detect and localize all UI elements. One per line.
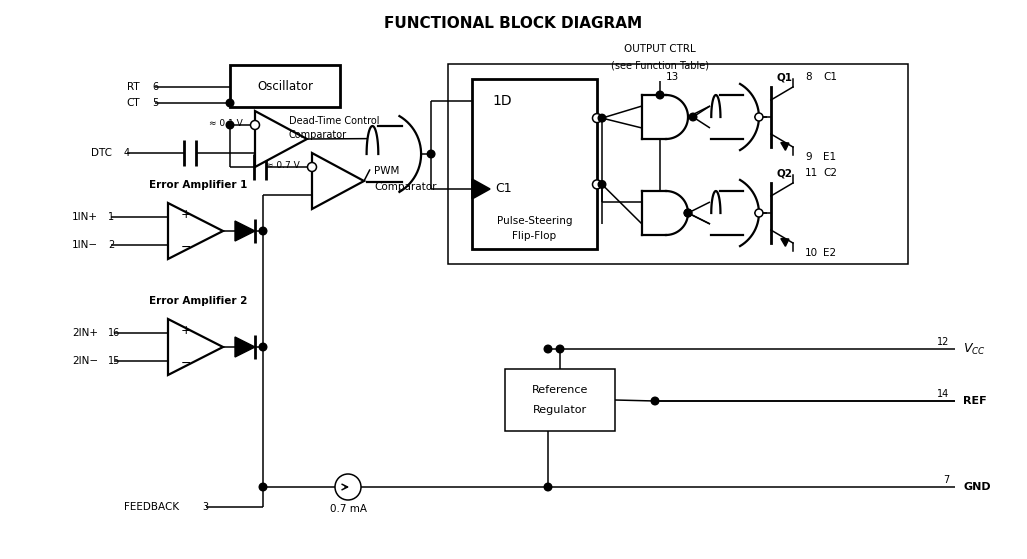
- Text: Q2: Q2: [777, 168, 793, 178]
- Polygon shape: [712, 95, 721, 117]
- Text: +: +: [181, 325, 191, 338]
- Circle shape: [656, 91, 663, 99]
- Circle shape: [335, 474, 362, 500]
- Text: FUNCTIONAL BLOCK DIAGRAM: FUNCTIONAL BLOCK DIAGRAM: [384, 17, 642, 31]
- Text: 14: 14: [937, 389, 949, 399]
- Text: ≈ 0.1 V: ≈ 0.1 V: [210, 119, 243, 128]
- Polygon shape: [781, 239, 789, 247]
- Text: −: −: [181, 240, 191, 253]
- Circle shape: [259, 227, 267, 235]
- Text: PWM: PWM: [374, 166, 400, 176]
- Text: Error Amplifier 2: Error Amplifier 2: [149, 296, 248, 306]
- Circle shape: [593, 113, 602, 122]
- Text: Pulse-Steering: Pulse-Steering: [497, 216, 572, 226]
- Text: Reference: Reference: [532, 385, 588, 395]
- Circle shape: [689, 113, 696, 121]
- Text: 5: 5: [152, 98, 158, 108]
- Text: 16: 16: [108, 328, 120, 338]
- Text: Flip-Flop: Flip-Flop: [512, 231, 557, 241]
- Polygon shape: [312, 153, 364, 209]
- Text: 8: 8: [805, 72, 811, 82]
- Text: REF: REF: [963, 396, 987, 406]
- Text: 2: 2: [108, 240, 114, 250]
- Text: C2: C2: [823, 168, 837, 178]
- FancyBboxPatch shape: [230, 65, 340, 107]
- Text: C1: C1: [496, 182, 512, 196]
- Text: 7: 7: [943, 475, 949, 485]
- Text: 11: 11: [805, 168, 819, 178]
- Text: Oscillator: Oscillator: [257, 79, 313, 92]
- Circle shape: [226, 121, 234, 129]
- Text: $V_{CC}$: $V_{CC}$: [963, 342, 986, 357]
- Polygon shape: [712, 191, 721, 213]
- Text: Regulator: Regulator: [533, 405, 587, 415]
- Circle shape: [544, 345, 551, 353]
- Text: 6: 6: [152, 82, 158, 92]
- Text: 4: 4: [124, 148, 130, 158]
- Text: Q1: Q1: [777, 72, 793, 82]
- Text: 2IN+: 2IN+: [72, 328, 98, 338]
- Polygon shape: [235, 221, 255, 241]
- Polygon shape: [367, 126, 378, 154]
- Circle shape: [544, 483, 551, 491]
- Polygon shape: [255, 111, 307, 167]
- Text: E1: E1: [823, 152, 836, 162]
- Text: CT: CT: [126, 98, 140, 108]
- Circle shape: [755, 209, 763, 217]
- FancyBboxPatch shape: [505, 369, 615, 431]
- Text: ≈ 0.7 V: ≈ 0.7 V: [266, 161, 300, 170]
- Text: −: −: [181, 357, 191, 369]
- Circle shape: [755, 113, 763, 121]
- Polygon shape: [168, 319, 223, 375]
- Text: +: +: [181, 209, 191, 221]
- Circle shape: [684, 209, 692, 217]
- Circle shape: [307, 163, 316, 172]
- Text: Dead-Time Control: Dead-Time Control: [289, 116, 380, 126]
- Circle shape: [259, 343, 267, 351]
- Text: 1D: 1D: [492, 94, 511, 108]
- Circle shape: [684, 209, 692, 217]
- Circle shape: [593, 180, 602, 189]
- Text: (see Function Table): (see Function Table): [611, 61, 709, 71]
- Polygon shape: [235, 337, 255, 357]
- Polygon shape: [168, 203, 223, 259]
- Text: 1IN−: 1IN−: [72, 240, 98, 250]
- Text: FEEDBACK: FEEDBACK: [124, 502, 180, 512]
- Circle shape: [557, 345, 564, 353]
- Text: Comparator: Comparator: [374, 182, 436, 192]
- Text: 1IN+: 1IN+: [72, 212, 98, 222]
- Circle shape: [651, 397, 658, 405]
- Text: C1: C1: [823, 72, 837, 82]
- Text: 2IN−: 2IN−: [72, 356, 98, 366]
- Text: 13: 13: [665, 72, 679, 82]
- Text: 0.7 mA: 0.7 mA: [330, 504, 367, 514]
- Text: 3: 3: [202, 502, 208, 512]
- Circle shape: [226, 99, 234, 107]
- Polygon shape: [642, 191, 688, 235]
- Circle shape: [427, 150, 434, 158]
- Text: RT: RT: [127, 82, 140, 92]
- Circle shape: [251, 121, 260, 130]
- Text: 9: 9: [805, 152, 811, 162]
- FancyBboxPatch shape: [472, 79, 597, 249]
- Circle shape: [598, 114, 606, 122]
- Text: DTC: DTC: [91, 148, 112, 158]
- Polygon shape: [781, 143, 789, 150]
- Text: Error Amplifier 1: Error Amplifier 1: [149, 180, 248, 190]
- Circle shape: [259, 483, 267, 491]
- Text: E2: E2: [823, 248, 836, 258]
- Text: 10: 10: [805, 248, 819, 258]
- Text: 15: 15: [108, 356, 120, 366]
- Text: OUTPUT CTRL: OUTPUT CTRL: [624, 44, 696, 54]
- Polygon shape: [642, 95, 688, 139]
- Polygon shape: [472, 179, 490, 199]
- Text: 1: 1: [108, 212, 114, 222]
- Circle shape: [598, 181, 606, 188]
- Text: GND: GND: [963, 482, 991, 492]
- Text: Comparator: Comparator: [289, 130, 347, 140]
- Text: 12: 12: [937, 337, 949, 347]
